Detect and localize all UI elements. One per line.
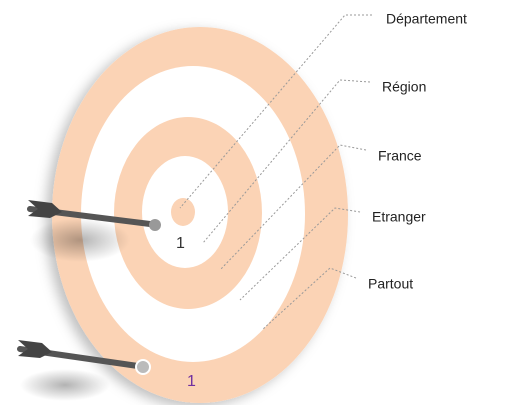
marker-label: 1 <box>176 235 185 252</box>
bullseye <box>171 198 195 226</box>
ring-label: Partout <box>368 276 413 292</box>
ring-label: France <box>378 148 422 164</box>
ring-label: Région <box>382 79 426 95</box>
ring-label: Département <box>386 11 467 27</box>
target-diagram: Département Région France Etranger Parto… <box>0 0 510 405</box>
marker-label: 1 <box>187 373 196 390</box>
ring-label: Etranger <box>372 209 426 225</box>
